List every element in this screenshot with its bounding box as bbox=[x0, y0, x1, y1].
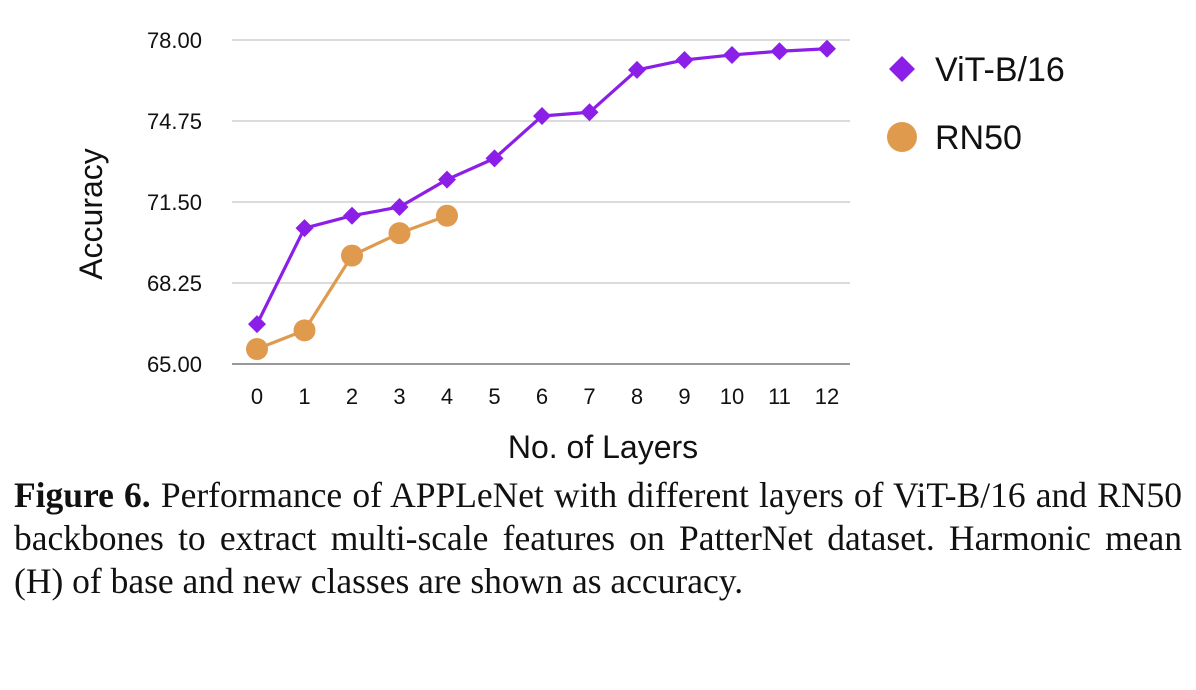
data-point-circle bbox=[293, 319, 316, 342]
data-point-diamond bbox=[628, 60, 646, 79]
series-group bbox=[246, 39, 836, 361]
legend-marker-circle bbox=[887, 122, 917, 152]
y-tick-label: 71.50 bbox=[147, 190, 202, 215]
data-point-diamond bbox=[723, 45, 741, 64]
legend: ViT-B/16 RN50 bbox=[887, 51, 1065, 157]
data-point-diamond bbox=[248, 315, 266, 334]
y-tick-label: 68.25 bbox=[147, 271, 202, 296]
x-tick-label: 11 bbox=[768, 384, 791, 409]
data-point-diamond bbox=[580, 103, 599, 122]
x-tick-label: 4 bbox=[441, 384, 453, 409]
data-point-diamond bbox=[533, 107, 551, 126]
x-tick-label: 5 bbox=[488, 384, 500, 409]
data-point-diamond bbox=[343, 206, 361, 225]
figure-caption: Figure 6. Performance of APPLeNet with d… bbox=[14, 474, 1182, 603]
data-point-diamond bbox=[818, 39, 836, 58]
caption-label: Figure 6. bbox=[14, 475, 151, 515]
data-point-diamond bbox=[485, 149, 504, 168]
data-point-diamond bbox=[438, 170, 456, 189]
y-tick-label: 74.75 bbox=[147, 109, 202, 134]
x-tick-label: 7 bbox=[583, 384, 595, 409]
data-point-circle bbox=[388, 222, 411, 245]
x-tick-label: 6 bbox=[536, 384, 548, 409]
y-tick-label: 78.00 bbox=[147, 28, 202, 53]
gridlines bbox=[232, 39, 850, 284]
x-tick-label: 0 bbox=[251, 384, 263, 409]
x-tick-label: 12 bbox=[815, 384, 839, 409]
data-point-circle bbox=[341, 244, 363, 267]
legend-label: RN50 bbox=[935, 119, 1022, 157]
y-tick-labels: 65.00 68.25 71.50 74.75 78.00 bbox=[147, 28, 202, 377]
data-point-circle bbox=[436, 204, 458, 227]
data-point-diamond bbox=[675, 50, 694, 69]
data-point-circle bbox=[246, 338, 268, 361]
y-tick-label: 65.00 bbox=[147, 352, 202, 377]
x-tick-label: 3 bbox=[393, 384, 405, 409]
x-tick-label: 8 bbox=[631, 384, 643, 409]
caption-text: Performance of APPLeNet with different l… bbox=[14, 475, 1183, 601]
x-tick-label: 1 bbox=[298, 384, 310, 409]
legend-marker-diamond bbox=[889, 56, 915, 82]
x-tick-label: 10 bbox=[720, 384, 744, 409]
x-axis-title: No. of Layers bbox=[508, 429, 698, 465]
y-axis-title: Accuracy bbox=[73, 148, 109, 280]
x-tick-label: 9 bbox=[678, 384, 690, 409]
data-point-diamond bbox=[295, 219, 314, 238]
x-tick-labels: 0 1 2 3 4 5 6 7 8 9 10 11 12 bbox=[251, 384, 839, 409]
legend-label: ViT-B/16 bbox=[935, 51, 1065, 89]
data-point-diamond bbox=[770, 42, 789, 61]
x-tick-label: 2 bbox=[346, 384, 358, 409]
data-point-diamond bbox=[390, 197, 409, 216]
